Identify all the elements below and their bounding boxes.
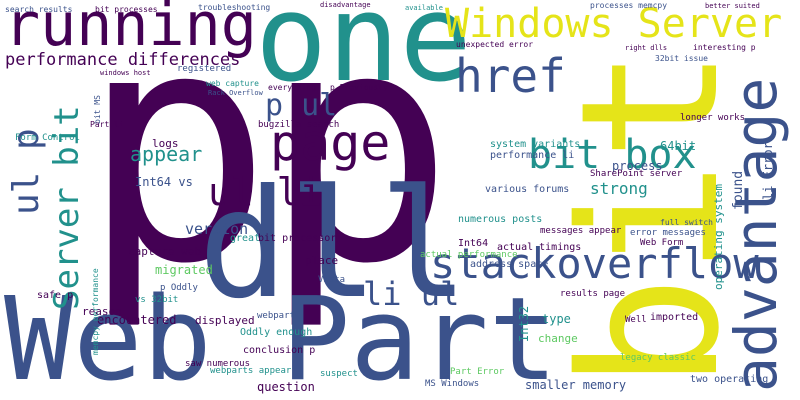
word: version [185, 220, 248, 238]
word: numerous posts [458, 214, 542, 225]
word: bit MS [93, 95, 102, 124]
word: suspect [320, 369, 358, 379]
word: imported [650, 312, 698, 323]
word: webpart [257, 311, 295, 321]
word: various forums [485, 184, 569, 195]
word: li Error [761, 142, 775, 200]
word: operating system [712, 184, 725, 290]
word: capture web [128, 245, 201, 258]
word: Well [625, 315, 647, 325]
word: bit box [528, 132, 697, 178]
word: p ul [265, 88, 337, 123]
word: longer works [680, 113, 745, 123]
word: system variants [490, 139, 580, 150]
word: bit [540, 47, 761, 390]
word: two operating [690, 374, 768, 385]
word: Int32 [517, 306, 531, 342]
word: 64bit [660, 139, 696, 153]
word: performance li [490, 150, 574, 161]
word: unexpected error [456, 40, 533, 49]
word: Form Control [15, 133, 80, 143]
word: place [305, 254, 338, 267]
word: results page [560, 289, 625, 299]
word: conclusion p [243, 345, 315, 356]
word: Oddly enough [240, 327, 312, 338]
word: running [4, 0, 257, 60]
word: Windows Server [445, 1, 782, 47]
word: Web Form [640, 238, 683, 248]
word: Server bit [47, 105, 87, 310]
word: actual performance [420, 250, 518, 260]
word: dll [198, 158, 469, 332]
word: memcpy performance [91, 268, 100, 355]
word: webparts appear [210, 366, 292, 376]
word: stackoverflow [430, 239, 759, 288]
word: p [80, 0, 273, 334]
word: available [405, 4, 443, 12]
word: displayed [195, 314, 255, 327]
word: search results [5, 5, 73, 14]
word: change [538, 332, 578, 345]
word: href [455, 49, 566, 103]
word: Web Part [4, 273, 558, 400]
word: page [270, 114, 390, 172]
word: strong [590, 179, 648, 198]
word: registered [177, 64, 231, 74]
word: full switch [660, 218, 713, 227]
word: legacy classic [620, 353, 696, 363]
word: p Previously [330, 83, 388, 92]
word: interesting p [693, 43, 756, 52]
word: Rack Overflow [208, 89, 264, 97]
word: performance differences [5, 50, 240, 70]
word: windows host [100, 69, 151, 77]
word: Int64 vs [135, 175, 193, 189]
word: bugzilla search [258, 120, 339, 130]
word: messages appear [540, 226, 622, 236]
word: Part li [90, 120, 124, 129]
word: better suited [705, 2, 760, 10]
word: troubleshooting [198, 3, 270, 12]
word: right dlls [625, 44, 667, 52]
word: actual timings [497, 242, 581, 253]
word: advantage [722, 78, 790, 392]
word: saw numerous [185, 359, 250, 369]
word: p Oddly [160, 283, 199, 293]
word: vs 32bit [135, 295, 178, 305]
word: p [262, 0, 455, 334]
word: migrated [155, 263, 213, 277]
word: found [731, 171, 746, 210]
word: bit processes [95, 5, 158, 14]
word: Vista [318, 275, 345, 285]
word: 32bit issue [655, 54, 708, 63]
word: processes memcpy [590, 1, 667, 10]
word: safe p [37, 290, 73, 301]
word: li ul [363, 275, 459, 313]
word: error messages [630, 228, 706, 238]
word: bit processor [258, 233, 336, 244]
word: Part Error [450, 367, 505, 377]
word: reason [82, 305, 122, 318]
word: logs [152, 137, 179, 150]
word: ul p [6, 128, 47, 215]
word: type [542, 312, 571, 326]
word: one [255, 0, 472, 109]
word: ul li [208, 170, 322, 214]
word: encountered [97, 313, 176, 327]
word: address space [470, 259, 548, 270]
word: everything [268, 83, 316, 92]
word: question [257, 380, 315, 394]
word: disadvantage [320, 1, 371, 9]
word: Int64 [458, 238, 488, 249]
word: smaller memory [525, 378, 626, 392]
word: web capture [206, 79, 259, 88]
word: great [230, 233, 260, 244]
word: process [612, 159, 663, 173]
word: MS Windows [425, 379, 479, 389]
word: appear [130, 142, 202, 166]
word: SharePoint server [590, 169, 683, 179]
